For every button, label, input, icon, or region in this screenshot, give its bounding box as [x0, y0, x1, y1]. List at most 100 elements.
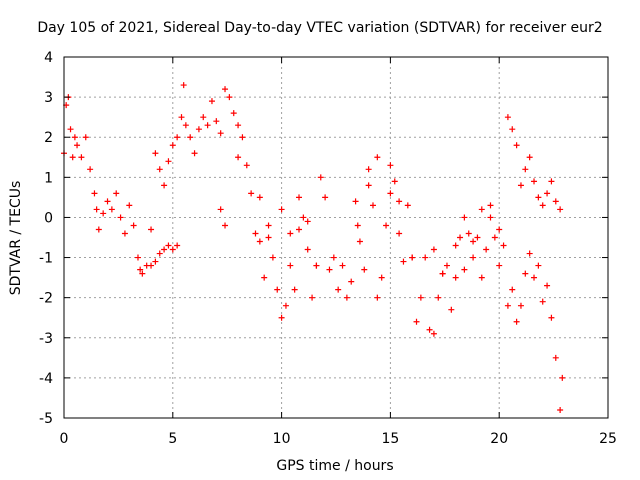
data-point [369, 202, 376, 209]
data-point [230, 110, 237, 117]
data-point [374, 294, 381, 301]
data-point [252, 230, 259, 237]
data-point [87, 166, 94, 173]
data-point [287, 230, 294, 237]
data-point [548, 178, 555, 185]
data-point [148, 226, 155, 233]
data-point [217, 130, 224, 137]
data-point [222, 222, 229, 229]
data-point [161, 246, 168, 253]
data-point [378, 274, 385, 281]
data-point [517, 302, 524, 309]
data-point [322, 194, 329, 201]
data-point [539, 202, 546, 209]
data-point [235, 122, 242, 129]
data-point [513, 318, 520, 325]
data-point [522, 166, 529, 173]
data-point [161, 182, 168, 189]
data-point [296, 194, 303, 201]
data-point [509, 126, 516, 133]
data-point [404, 202, 411, 209]
data-point [478, 274, 485, 281]
data-point [148, 262, 155, 269]
data-point [544, 190, 551, 197]
data-point [557, 406, 564, 413]
x-tick-label: 5 [168, 431, 177, 447]
y-tick-label: 2 [44, 130, 53, 146]
data-point [174, 242, 181, 249]
plot-frame [63, 56, 609, 419]
data-point [282, 302, 289, 309]
data-point [69, 154, 76, 161]
data-point [335, 286, 342, 293]
data-point [256, 194, 263, 201]
data-point [269, 254, 276, 261]
data-point [430, 330, 437, 337]
x-axis-label: GPS time / hours [276, 458, 393, 474]
data-point [100, 210, 107, 217]
y-tick-label: 4 [44, 50, 53, 66]
data-point [517, 182, 524, 189]
data-point [500, 242, 507, 249]
data-point [278, 206, 285, 213]
data-point [439, 270, 446, 277]
data-point [535, 194, 542, 201]
data-point [235, 154, 242, 161]
data-point [93, 206, 100, 213]
data-point [265, 222, 272, 229]
data-point [217, 206, 224, 213]
data-point [526, 154, 533, 161]
y-tick-label: -2 [39, 291, 53, 307]
data-point [82, 134, 89, 141]
data-point [513, 142, 520, 149]
x-tick-label: 10 [273, 431, 291, 447]
data-point [313, 262, 320, 269]
data-point [108, 206, 115, 213]
data-point [239, 134, 246, 141]
data-point [383, 222, 390, 229]
series-2 [148, 114, 564, 277]
data-point [330, 254, 337, 261]
y-tick-label: -4 [39, 371, 53, 387]
data-point [213, 118, 220, 125]
data-point [222, 86, 229, 93]
data-point [435, 294, 442, 301]
data-point [470, 254, 477, 261]
y-tick-label: -5 [39, 411, 53, 427]
data-point [287, 262, 294, 269]
data-point [352, 198, 359, 205]
data-point [339, 262, 346, 269]
y-tick-label: -1 [39, 251, 53, 267]
data-point [552, 354, 559, 361]
data-point [559, 374, 566, 381]
data-point [443, 262, 450, 269]
data-point [413, 318, 420, 325]
data-point [465, 230, 472, 237]
data-point [256, 238, 263, 245]
data-point [152, 150, 159, 157]
data-point [296, 226, 303, 233]
data-point [452, 274, 459, 281]
data-point [509, 286, 516, 293]
data-point [470, 238, 477, 245]
y-tick-label: 1 [44, 170, 53, 186]
data-point [243, 162, 250, 169]
y-axis-tick-labels: -5 -4 -3 -2 -1 0 1 2 3 4 [39, 50, 53, 427]
data-point [491, 234, 498, 241]
data-point [180, 82, 187, 89]
data-point [430, 246, 437, 253]
data-point [356, 238, 363, 245]
data-point [409, 254, 416, 261]
data-point [208, 98, 215, 105]
data-point [278, 314, 285, 321]
data-point [117, 214, 124, 221]
data-point [67, 126, 74, 133]
data-point [539, 298, 546, 305]
data-point [74, 142, 81, 149]
data-points [61, 82, 566, 413]
data-point [304, 218, 311, 225]
data-point [104, 198, 111, 205]
data-point [548, 314, 555, 321]
data-point [165, 158, 172, 165]
